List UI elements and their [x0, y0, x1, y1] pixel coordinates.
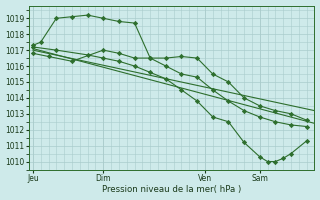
X-axis label: Pression niveau de la mer( hPa ): Pression niveau de la mer( hPa ) [102, 185, 241, 194]
